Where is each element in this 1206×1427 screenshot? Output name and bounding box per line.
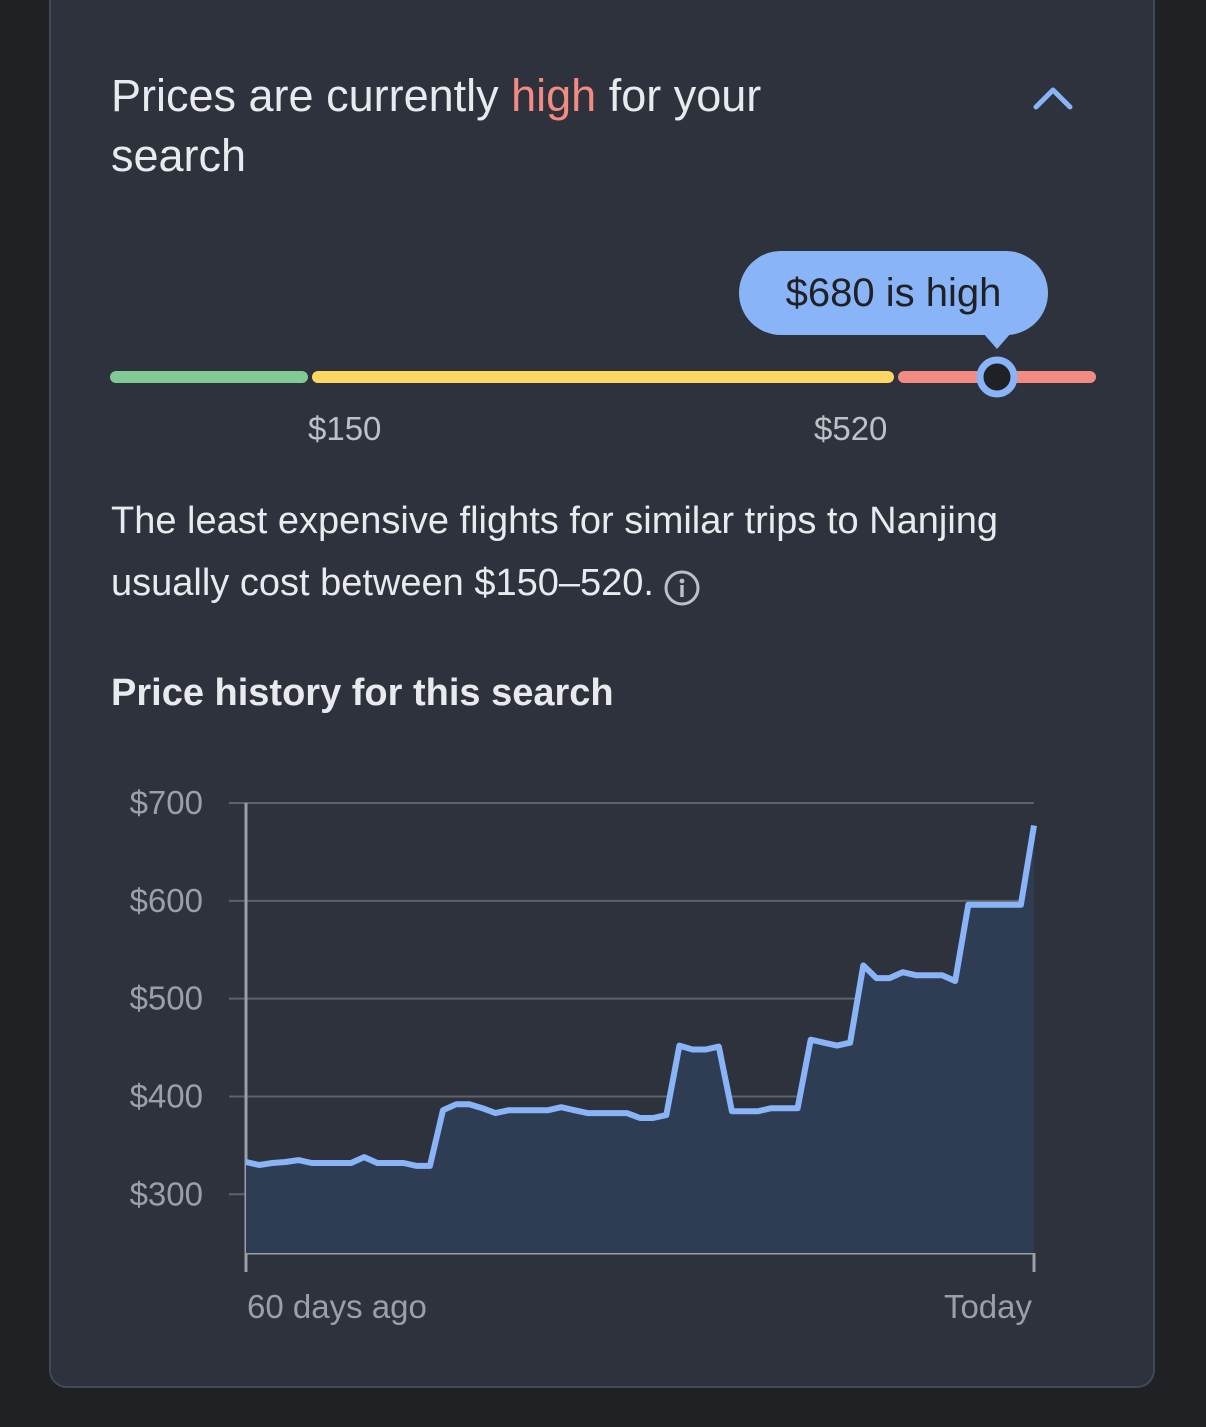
price-history-area: [246, 825, 1034, 1253]
y-tick-label: $300: [130, 1175, 203, 1212]
x-tick-label-start: 60 days ago: [247, 1288, 427, 1325]
headline-highlight: high: [511, 70, 597, 121]
price-range-meter: [110, 356, 1096, 398]
description-text: The least expensive flights for similar …: [111, 500, 999, 604]
price-range-description: The least expensive flights for similar …: [111, 490, 1011, 614]
collapse-button[interactable]: [1020, 72, 1086, 122]
price-level-headline: Prices are currently high for your searc…: [111, 66, 871, 186]
y-tick-label: $400: [130, 1077, 203, 1114]
price-history-line: [245, 825, 1037, 1169]
info-icon: [664, 570, 700, 606]
chevron-up-icon: [1033, 87, 1073, 110]
y-tick-label: $700: [130, 784, 203, 821]
headline-text-after: for your search: [111, 70, 762, 181]
price-history-title: Price history for this search: [111, 672, 614, 714]
x-tick-label-end: Today: [944, 1288, 1033, 1325]
info-button[interactable]: [664, 563, 700, 606]
headline-text-before: Prices are currently: [111, 70, 512, 121]
current-price-marker: [976, 356, 1018, 398]
current-price-bubble: $680 is high: [739, 251, 1048, 349]
range-low-label: $150: [308, 410, 382, 447]
range-high-label: $520: [814, 410, 888, 447]
y-tick-label: $600: [130, 882, 203, 919]
y-tick-label: $500: [130, 980, 203, 1017]
